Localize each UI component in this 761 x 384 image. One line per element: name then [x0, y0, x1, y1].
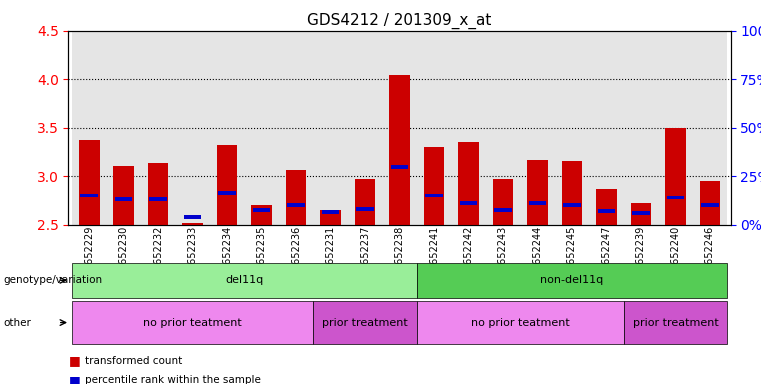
Bar — [322, 210, 339, 214]
Bar — [355, 179, 375, 225]
Bar — [390, 166, 409, 169]
Bar — [285, 170, 307, 225]
Bar — [115, 197, 132, 201]
Bar — [527, 160, 548, 225]
Bar — [667, 195, 684, 199]
Bar — [658, 31, 693, 225]
Text: transformed count: transformed count — [85, 356, 183, 366]
Bar — [382, 31, 417, 225]
Bar — [210, 31, 244, 225]
Bar — [458, 142, 479, 225]
Bar — [251, 205, 272, 225]
Text: no prior teatment: no prior teatment — [471, 318, 569, 328]
Bar — [72, 31, 107, 225]
Text: percentile rank within the sample: percentile rank within the sample — [85, 375, 261, 384]
Bar — [425, 194, 443, 197]
Text: no prior teatment: no prior teatment — [143, 318, 242, 328]
Bar — [492, 179, 514, 225]
Bar — [184, 215, 202, 219]
Bar — [486, 31, 521, 225]
Bar — [253, 208, 270, 212]
Bar — [348, 31, 382, 225]
Bar — [693, 31, 727, 225]
Bar — [244, 31, 279, 225]
Bar — [460, 201, 477, 205]
Bar — [81, 194, 98, 197]
Bar — [451, 31, 486, 225]
Bar — [149, 197, 167, 201]
Bar — [314, 31, 348, 225]
Bar — [356, 207, 374, 211]
Bar — [632, 211, 650, 215]
Bar — [562, 161, 582, 225]
Text: non-del11q: non-del11q — [540, 275, 603, 285]
Bar — [521, 31, 555, 225]
Bar — [279, 31, 314, 225]
Bar — [596, 189, 616, 225]
Bar — [175, 31, 210, 225]
Bar — [141, 31, 175, 225]
Bar — [624, 31, 658, 225]
Bar — [631, 203, 651, 225]
Text: del11q: del11q — [225, 275, 263, 285]
Bar — [424, 147, 444, 225]
Bar — [563, 203, 581, 207]
Text: other: other — [4, 318, 32, 328]
Bar — [417, 31, 451, 225]
Bar — [597, 209, 615, 213]
Bar — [113, 167, 134, 225]
Bar — [699, 181, 720, 225]
Bar — [79, 140, 100, 225]
Text: genotype/variation: genotype/variation — [4, 275, 103, 285]
Bar — [183, 223, 203, 225]
Bar — [701, 203, 718, 207]
Bar — [218, 191, 236, 195]
Bar — [320, 210, 341, 225]
Bar — [494, 208, 511, 212]
Text: ■: ■ — [68, 374, 80, 384]
Bar — [555, 31, 589, 225]
Bar — [389, 75, 410, 225]
Text: prior treatment: prior treatment — [322, 318, 408, 328]
Bar — [107, 31, 141, 225]
Title: GDS4212 / 201309_x_at: GDS4212 / 201309_x_at — [307, 13, 492, 29]
Bar — [217, 145, 237, 225]
Text: ■: ■ — [68, 354, 80, 367]
Bar — [288, 203, 305, 207]
Bar — [529, 201, 546, 205]
Text: prior treatment: prior treatment — [632, 318, 718, 328]
Bar — [665, 128, 686, 225]
Bar — [589, 31, 624, 225]
Bar — [148, 162, 168, 225]
